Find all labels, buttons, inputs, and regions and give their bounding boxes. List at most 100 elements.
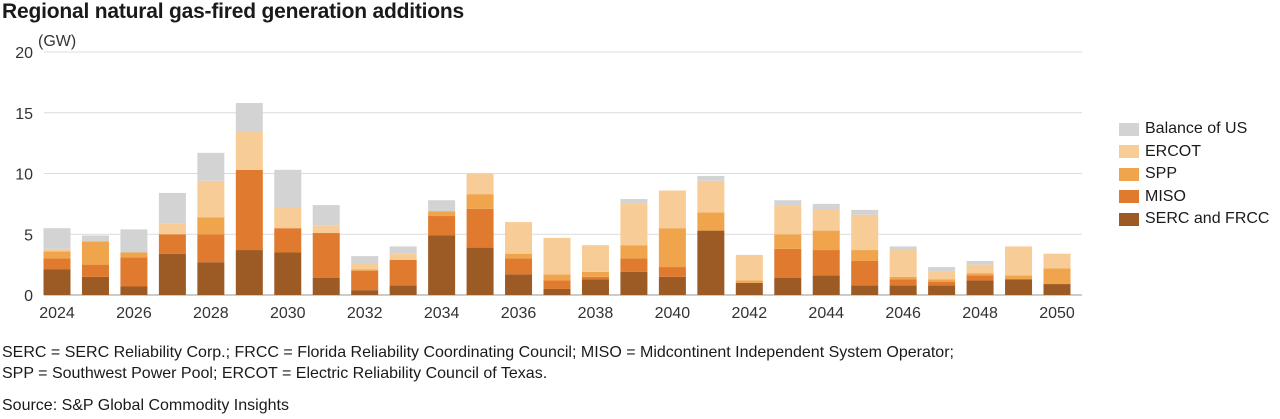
bar-segment: [197, 180, 225, 218]
bar-segment: [543, 274, 571, 281]
bar-segment: [312, 205, 340, 226]
bar-segment: [312, 225, 340, 234]
bar-segment: [81, 276, 109, 295]
bar-segment: [774, 205, 802, 235]
bar-segment: [235, 250, 263, 295]
bar-segment: [197, 217, 225, 235]
bar-segment: [274, 169, 302, 208]
bar-segment: [389, 285, 417, 295]
bar-segment: [851, 260, 879, 286]
legend-swatch: [1119, 167, 1139, 181]
x-tick-label: 2046: [885, 305, 921, 322]
bar-segment: [158, 223, 186, 235]
bar-segment: [966, 275, 994, 281]
bar-segment: [43, 228, 71, 249]
bar-segment: [928, 281, 956, 286]
bar-segment: [620, 271, 648, 295]
x-tick-label: 2040: [655, 305, 691, 322]
bar-segment: [543, 280, 571, 289]
x-tick-label: 2032: [347, 305, 383, 322]
legend-label: Balance of US: [1145, 120, 1248, 138]
bar-segment: [1005, 275, 1033, 280]
x-tick-label: 2024: [39, 305, 75, 322]
legend-item: ERCOT: [1119, 141, 1269, 164]
bar-segment: [235, 103, 263, 131]
legend-label: ERCOT: [1145, 142, 1201, 160]
bar-segment: [889, 276, 917, 280]
bar-segment: [889, 279, 917, 286]
bar-segment: [428, 235, 456, 295]
bar-segment: [1043, 268, 1071, 285]
y-tick-label: 20: [15, 45, 33, 62]
bar-segment: [466, 208, 494, 248]
bar-segment: [120, 286, 148, 295]
bar-segment: [966, 280, 994, 295]
bar-segment: [81, 235, 109, 242]
x-axis-tick-labels: 2024 2026 2028 2030 2032 2034 2036 2038 2040 2042…: [39, 305, 1075, 322]
x-tick-label: 2042: [732, 305, 768, 322]
bar-segment: [851, 209, 879, 215]
x-tick-label: 2036: [501, 305, 537, 322]
note-line: SERC = SERC Reliability Corp.; FRCC = Fl…: [2, 344, 954, 361]
y-axis-label: (GW): [38, 33, 76, 50]
bar-segment: [43, 269, 71, 295]
legend-swatch: [1119, 190, 1139, 204]
bar-segment: [120, 257, 148, 287]
bar-segment: [312, 233, 340, 278]
bar-segment: [351, 263, 379, 270]
bar-segment: [774, 277, 802, 295]
bar-segment: [1043, 253, 1071, 269]
bar-segment: [735, 254, 763, 281]
bar-segment: [158, 234, 186, 254]
bar-segment: [735, 280, 763, 283]
x-tick-label: 2048: [962, 305, 998, 322]
bar-segment: [158, 192, 186, 224]
bar-segment: [389, 246, 417, 254]
bar-segment: [697, 212, 725, 231]
bar-segment: [197, 234, 225, 263]
bar-segment: [966, 273, 994, 276]
x-tick-label: 2050: [1039, 305, 1075, 322]
bar-segment: [389, 259, 417, 286]
legend-swatch: [1119, 212, 1139, 226]
bar-segment: [81, 241, 109, 265]
bar-segment: [812, 209, 840, 231]
bar-segment: [466, 247, 494, 295]
bar-segment: [812, 250, 840, 276]
bar-segment: [158, 253, 186, 295]
notes: SERC = SERC Reliability Corp.; FRCC = Fl…: [2, 342, 954, 384]
bar-segment: [851, 250, 879, 261]
y-tick-label: 0: [24, 288, 33, 305]
bar-segment: [966, 264, 994, 274]
bar-segment: [774, 200, 802, 206]
bar-segment: [735, 282, 763, 295]
bar-segment: [774, 248, 802, 278]
bar-segment: [389, 253, 417, 260]
bar-segment: [697, 175, 725, 181]
bar-segment: [428, 200, 456, 212]
bar-segment: [43, 251, 71, 259]
x-tick-label: 2030: [270, 305, 306, 322]
bar-segment: [428, 216, 456, 236]
legend-label: SPP: [1145, 165, 1178, 183]
bar-segment: [620, 199, 648, 204]
bar-segment: [658, 190, 686, 229]
bar-segment: [235, 169, 263, 251]
bar-segment: [851, 214, 879, 251]
bar-segment: [1005, 246, 1033, 276]
bar-segment: [428, 211, 456, 217]
bar-segment: [505, 222, 533, 254]
bar-segment: [889, 250, 917, 277]
bar-segment: [312, 277, 340, 295]
bar-segment: [581, 245, 609, 272]
bar-segment: [274, 252, 302, 295]
note-line: SPP = Southwest Power Pool; ERCOT = Elec…: [2, 365, 548, 382]
legend-item: Balance of US: [1119, 118, 1269, 141]
bar-segment: [351, 290, 379, 295]
bar-segment: [928, 279, 956, 282]
x-tick-label: 2028: [193, 305, 229, 322]
bar-segment: [120, 229, 148, 253]
bar-segment: [620, 258, 648, 272]
x-tick-label: 2038: [578, 305, 614, 322]
bar-segment: [581, 271, 609, 277]
